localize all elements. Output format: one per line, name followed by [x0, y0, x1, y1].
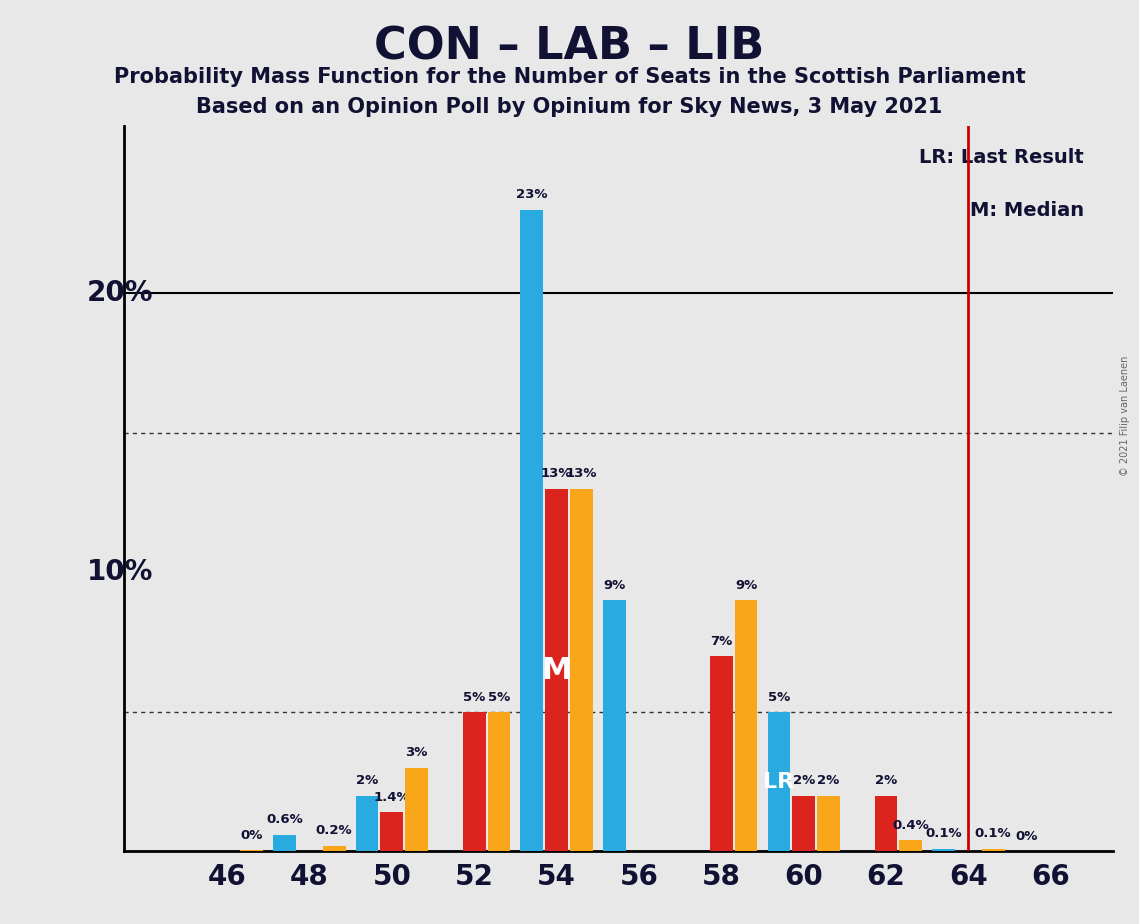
Bar — [570, 489, 592, 851]
Text: 9%: 9% — [604, 579, 625, 592]
Text: 5%: 5% — [768, 690, 790, 703]
Bar — [240, 850, 263, 851]
Bar — [355, 796, 378, 851]
Text: 0.6%: 0.6% — [267, 813, 303, 826]
Bar — [817, 796, 839, 851]
Text: 23%: 23% — [516, 188, 548, 201]
Text: Based on an Opinion Poll by Opinium for Sky News, 3 May 2021: Based on an Opinion Poll by Opinium for … — [196, 97, 943, 117]
Text: 0.2%: 0.2% — [316, 824, 352, 837]
Text: Probability Mass Function for the Number of Seats in the Scottish Parliament: Probability Mass Function for the Number… — [114, 67, 1025, 87]
Text: 2%: 2% — [793, 774, 814, 787]
Text: 2%: 2% — [357, 774, 378, 787]
Text: 0.4%: 0.4% — [893, 819, 929, 832]
Bar — [735, 601, 757, 851]
Text: 0%: 0% — [240, 829, 263, 842]
Bar — [768, 711, 790, 851]
Text: 5%: 5% — [487, 690, 510, 703]
Bar — [273, 834, 296, 851]
Text: © 2021 Filip van Laenen: © 2021 Filip van Laenen — [1121, 356, 1130, 476]
Bar — [982, 848, 1005, 851]
Text: 0%: 0% — [1015, 830, 1038, 843]
Bar — [322, 845, 345, 851]
Text: 2%: 2% — [818, 774, 839, 787]
Text: LR: Last Result: LR: Last Result — [919, 148, 1084, 167]
Bar — [933, 848, 956, 851]
Bar — [546, 489, 568, 851]
Text: 13%: 13% — [541, 468, 572, 480]
Bar — [710, 656, 732, 851]
Bar — [875, 796, 898, 851]
Text: 3%: 3% — [405, 747, 428, 760]
Text: LR: LR — [763, 772, 795, 792]
Text: 1.4%: 1.4% — [374, 791, 410, 804]
Bar — [405, 768, 428, 851]
Text: 10%: 10% — [87, 558, 153, 587]
Text: 7%: 7% — [711, 635, 732, 648]
Bar — [380, 812, 403, 851]
Text: 0.1%: 0.1% — [975, 827, 1011, 840]
Bar — [900, 840, 923, 851]
Text: 9%: 9% — [735, 579, 757, 592]
Bar — [487, 711, 510, 851]
Text: M: M — [541, 655, 572, 685]
Text: M: Median: M: Median — [969, 201, 1084, 220]
Bar — [793, 796, 816, 851]
Text: CON – LAB – LIB: CON – LAB – LIB — [375, 26, 764, 69]
Text: 20%: 20% — [87, 279, 153, 308]
Bar — [462, 711, 485, 851]
Bar — [603, 601, 625, 851]
Bar — [521, 210, 543, 851]
Text: 0.1%: 0.1% — [925, 827, 962, 840]
Text: 13%: 13% — [566, 468, 597, 480]
Text: 5%: 5% — [464, 690, 485, 703]
Text: 2%: 2% — [875, 774, 898, 787]
